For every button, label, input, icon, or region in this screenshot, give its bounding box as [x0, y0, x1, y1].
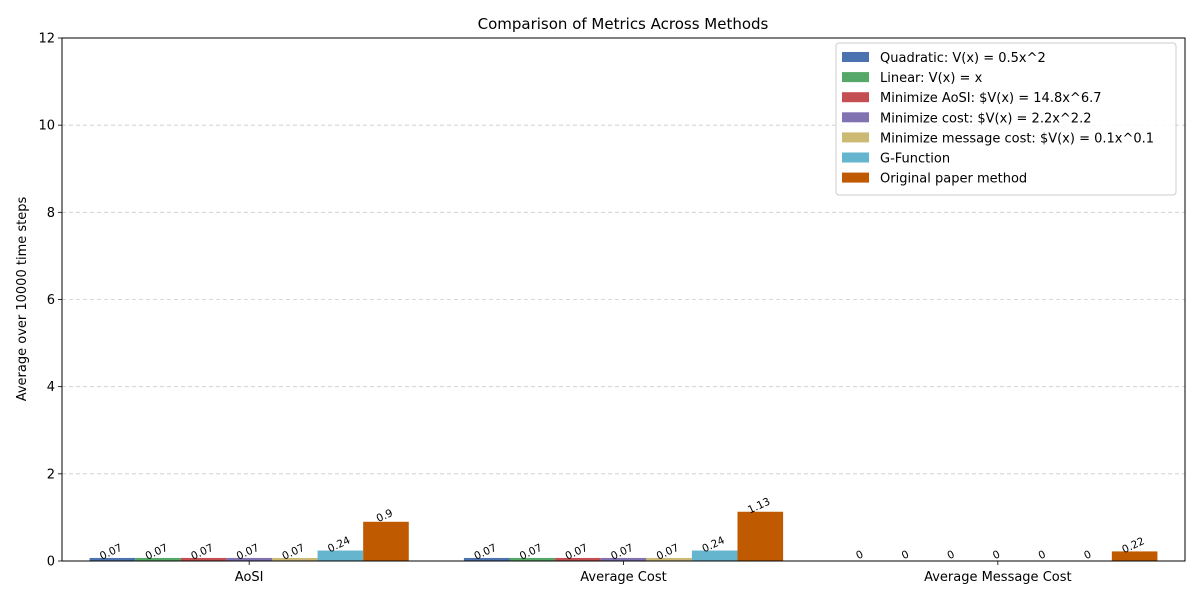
legend-label: Minimize AoSI: $V(x) = 14.8x^6.7 [880, 91, 1102, 106]
legend-swatch [842, 152, 869, 163]
y-tick-label: 0 [47, 555, 55, 570]
bar [271, 557, 318, 561]
y-axis-label: Average over 10000 time steps [15, 197, 30, 402]
y-tick-label: 2 [47, 467, 55, 482]
bar-value-label: 0 [991, 548, 1002, 562]
bar [89, 557, 136, 561]
bar [691, 550, 738, 561]
legend-swatch [842, 172, 869, 183]
bar [135, 557, 181, 561]
legend-label: Minimize cost: $V(x) = 2.2x^2.2 [880, 111, 1092, 126]
bar [737, 511, 784, 561]
legend-label: G-Function [880, 152, 950, 167]
bar [509, 557, 556, 561]
bar [555, 557, 601, 561]
legend-label: Minimize message cost: $V(x) = 0.1x^0.1 [880, 131, 1154, 146]
chart-title: Comparison of Metrics Across Methods [478, 15, 769, 33]
x-tick-label: Average Message Cost [924, 570, 1072, 585]
legend-box [835, 42, 1177, 196]
bar [1111, 551, 1158, 561]
bar-value-label: 0 [900, 548, 911, 562]
bar [363, 521, 409, 561]
legend-label: Linear: V(x) = x [880, 71, 983, 86]
bar [226, 557, 272, 561]
bar [463, 557, 510, 561]
bar [600, 557, 647, 561]
bar-value-label: 0 [945, 548, 956, 562]
legend-label: Quadratic: V(x) = 0.5x^2 [880, 51, 1046, 66]
bar [646, 557, 692, 561]
legend: Quadratic: V(x) = 0.5x^2 Linear: V(x) = x… [835, 42, 1177, 196]
bars-group [89, 511, 1158, 561]
bar-value-label: 0 [854, 548, 865, 562]
bar-value-label: 0 [1082, 548, 1093, 562]
x-tick-label: Average Cost [580, 570, 666, 585]
legend-swatch [842, 52, 869, 62]
bar [317, 550, 364, 561]
legend-swatch [842, 132, 869, 143]
bar [180, 557, 227, 561]
y-tick-label: 8 [47, 206, 55, 221]
y-tick-label: 4 [47, 380, 55, 395]
value-labels-group: 0.07 0.07 00.07 0.07 00.07 0.07 00.07 0.07 00.07… [98, 496, 1147, 563]
y-tick-label: 6 [47, 293, 55, 308]
x-tick-label: AoSI [235, 570, 264, 585]
legend-swatch [842, 92, 869, 103]
bar-value-label: 0 [1037, 548, 1048, 562]
legend-label: Original paper method [880, 172, 1027, 187]
legend-swatch [842, 112, 869, 123]
y-tick-label: 10 [38, 119, 55, 134]
y-tick-label: 12 [38, 32, 55, 47]
legend-swatch [842, 72, 869, 83]
axes-group: 0 2 4 6 8 10 12 AoSI Average Cost Average Message… [38, 32, 1186, 585]
